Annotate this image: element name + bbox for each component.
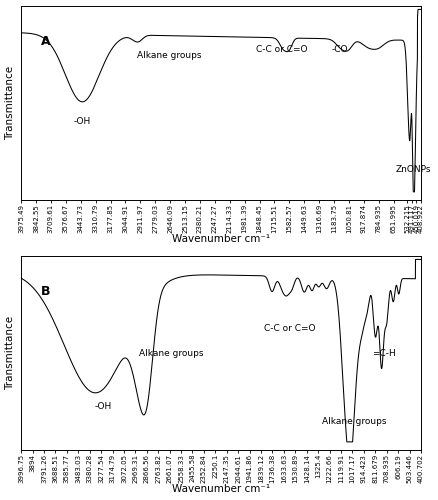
Text: -CO: -CO bbox=[332, 45, 348, 54]
Text: -OH: -OH bbox=[95, 402, 112, 411]
Text: =C-H: =C-H bbox=[372, 350, 396, 358]
Text: Alkane groups: Alkane groups bbox=[138, 51, 202, 60]
Text: B: B bbox=[41, 284, 51, 298]
Text: A: A bbox=[41, 34, 51, 48]
Y-axis label: Transmittance: Transmittance bbox=[6, 316, 16, 390]
Text: ZnONPs: ZnONPs bbox=[396, 166, 431, 174]
X-axis label: Wavenumber cm⁻¹: Wavenumber cm⁻¹ bbox=[172, 484, 270, 494]
Text: -OH: -OH bbox=[74, 117, 91, 126]
Y-axis label: Transmittance: Transmittance bbox=[6, 66, 16, 140]
Text: C-C or C=O: C-C or C=O bbox=[264, 324, 316, 333]
Text: Alkane groups: Alkane groups bbox=[138, 350, 203, 358]
X-axis label: Wavenumber cm⁻¹: Wavenumber cm⁻¹ bbox=[172, 234, 270, 244]
Text: C-C or C=O: C-C or C=O bbox=[256, 45, 307, 54]
Text: Alkane groups: Alkane groups bbox=[322, 418, 387, 426]
